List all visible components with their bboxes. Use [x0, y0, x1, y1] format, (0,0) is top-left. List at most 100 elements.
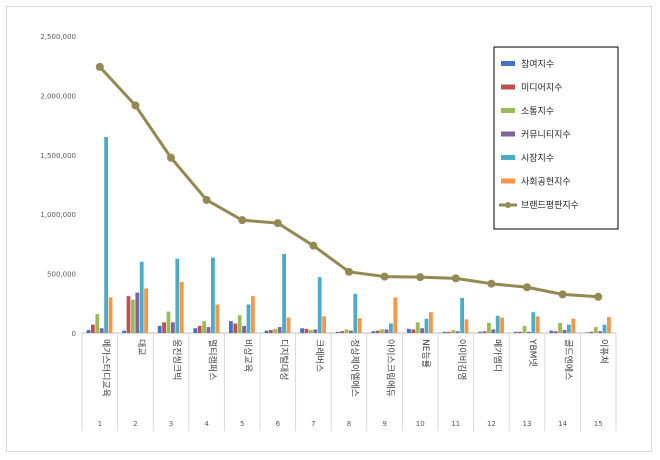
- bar: [300, 328, 304, 333]
- rank-label: 8: [347, 420, 351, 428]
- category-label: 이퓨쳐: [598, 339, 610, 364]
- bar: [237, 315, 242, 333]
- bar: [455, 331, 460, 333]
- bar: [215, 304, 220, 333]
- line-point: [131, 101, 140, 110]
- line-layer: [95, 62, 603, 301]
- bar: [139, 261, 144, 333]
- line-point: [380, 272, 389, 281]
- bar: [286, 317, 291, 333]
- rank-label: 13: [523, 420, 532, 428]
- bar: [162, 322, 166, 333]
- rank-label: 6: [276, 420, 281, 428]
- bar: [349, 330, 353, 333]
- bar: [589, 331, 594, 333]
- bar: [175, 258, 180, 333]
- rank-label: 2: [133, 420, 137, 428]
- rank-label: 9: [382, 420, 386, 428]
- legend-line-marker: [505, 202, 511, 208]
- bar: [282, 253, 286, 333]
- line-point: [594, 292, 603, 301]
- bar: [553, 331, 558, 333]
- legend-label: 소통지수: [521, 106, 554, 117]
- bar: [415, 322, 420, 333]
- category-label: 아이비김영: [456, 339, 468, 380]
- line-point: [202, 195, 211, 204]
- bar: [108, 297, 113, 333]
- bar: [562, 330, 567, 333]
- bar: [135, 292, 140, 333]
- bar: [500, 317, 504, 333]
- bar: [344, 329, 349, 333]
- rank-label: 7: [311, 420, 315, 428]
- bar: [607, 316, 611, 333]
- bar: [380, 329, 384, 333]
- bar: [166, 311, 171, 333]
- category-label: 멀티캠퍼스: [207, 339, 219, 380]
- y-tick-label: 500,000: [47, 271, 76, 279]
- legend-swatch: [501, 61, 515, 66]
- bar: [598, 331, 602, 333]
- bar: [420, 328, 424, 333]
- rank-label: 15: [594, 420, 603, 428]
- bar: [558, 322, 562, 333]
- bar: [411, 329, 416, 333]
- rank-label: 4: [204, 420, 209, 428]
- line-point: [167, 153, 175, 162]
- bar: [157, 325, 162, 333]
- category-label: 아이스크림에듀: [385, 339, 397, 397]
- rank-label: 3: [169, 420, 173, 428]
- bar: [464, 319, 469, 333]
- bar: [518, 331, 522, 333]
- bar: [242, 325, 246, 333]
- bar: [447, 331, 451, 333]
- line-point: [309, 241, 318, 250]
- bar: [322, 316, 326, 333]
- bar: [371, 331, 376, 333]
- bar: [424, 318, 429, 333]
- line-point: [523, 283, 531, 292]
- bar: [442, 331, 447, 333]
- y-tick-label: 1,500,000: [40, 152, 76, 160]
- bar: [251, 296, 255, 333]
- bar: [171, 322, 175, 333]
- bar: [460, 297, 464, 333]
- category-label: 대교: [135, 339, 146, 356]
- bar: [567, 324, 571, 333]
- bar: [313, 329, 318, 333]
- bar: [131, 299, 135, 333]
- bar: [264, 330, 269, 333]
- bar: [95, 313, 100, 333]
- bars-layer: [86, 136, 611, 333]
- bar: [478, 331, 482, 333]
- bar: [602, 324, 607, 333]
- bar: [86, 330, 91, 333]
- rank-label: 12: [487, 420, 496, 428]
- bar: [513, 331, 518, 333]
- x-labels: 메가스터디교육 1 대교 2 웅진씽크빅 3 멀티캠퍼스 4 비상교육 5 디지털대성 6 크레버스 7 정…: [98, 338, 611, 428]
- bar: [335, 331, 340, 333]
- bar: [585, 332, 589, 333]
- bar: [197, 325, 202, 333]
- bar: [357, 318, 362, 333]
- category-label: 비상교육: [242, 339, 253, 372]
- line-point: [345, 267, 353, 276]
- bar: [273, 328, 278, 333]
- bar: [593, 327, 598, 333]
- bar: [99, 328, 104, 333]
- legend-box: [493, 46, 619, 230]
- bar: [104, 136, 108, 333]
- bar: [531, 312, 536, 333]
- legend-swatch: [501, 178, 515, 184]
- bar: [122, 330, 126, 333]
- legend-label: 참여지수: [521, 58, 554, 70]
- y-tick-label: 2,000,000: [40, 92, 76, 100]
- bar: [246, 304, 251, 333]
- bar: [179, 281, 184, 333]
- category-label: 디지털대성: [278, 339, 290, 380]
- legend-label: 시장지수: [521, 153, 554, 164]
- bar: [233, 323, 238, 333]
- bar: [202, 321, 206, 333]
- legend-label: 사회공헌지수: [521, 177, 571, 188]
- bar: [206, 327, 211, 333]
